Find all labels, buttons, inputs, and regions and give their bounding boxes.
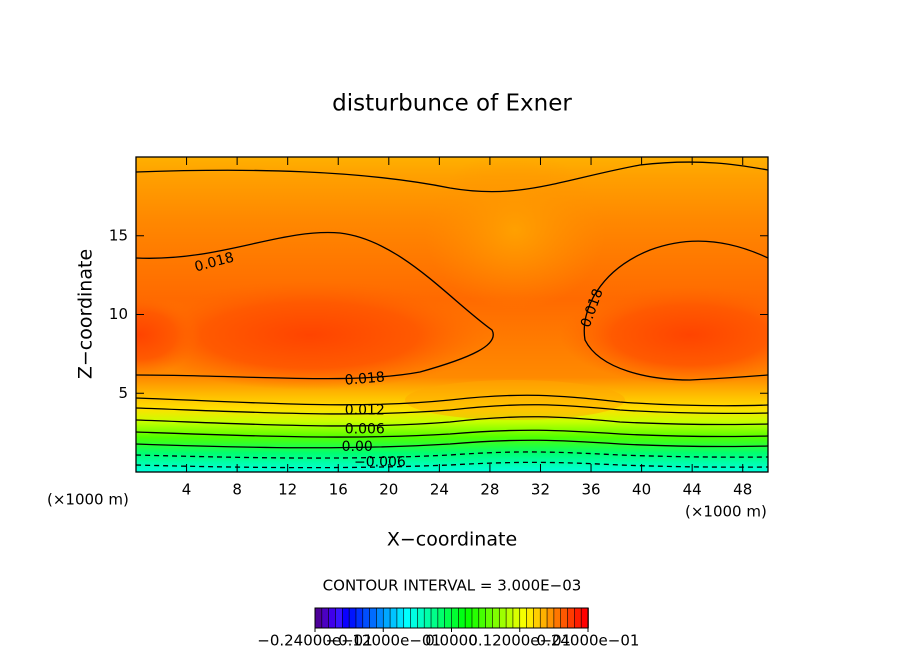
colorbar-cell (485, 607, 494, 629)
colorbar: −0.24000e−01−0.12000e−010.00000.12000e−0… (257, 607, 640, 650)
colorbar-cell (362, 607, 371, 629)
colorbar-cell (492, 607, 501, 629)
colorbar-cell (580, 607, 589, 629)
colorbar-cell (498, 607, 507, 629)
colorbar-cell (369, 607, 378, 629)
x-tick-label: 36 (581, 481, 600, 499)
y-tick-label: 10 (109, 305, 128, 323)
x-tick-label: 32 (531, 481, 550, 499)
colorbar-cell (567, 607, 576, 629)
colorbar-tick-label: −0.12000e−01 (326, 632, 441, 650)
contour-interval: CONTOUR INTERVAL = 3.000E−03 (323, 577, 582, 595)
colorbar-tick-label: −0.24000e−01 (257, 632, 372, 650)
contour-label: 0.006 (345, 421, 385, 437)
x-axis-label: X−coordinate (387, 529, 517, 551)
x-tick-label: 40 (632, 481, 651, 499)
y-tick-label: 15 (109, 226, 128, 244)
colorbar-cell (437, 607, 446, 629)
colorbar-cell (512, 607, 521, 629)
colorbar-cell (328, 607, 337, 629)
y-tick-label: 5 (118, 384, 128, 402)
colorbar-cell (464, 607, 473, 629)
colorbar-cell (478, 607, 487, 629)
x-tick-label: 20 (379, 481, 398, 499)
colorbar-cell (314, 607, 323, 629)
colorbar-cell (430, 607, 439, 629)
x-tick-label: 28 (480, 481, 499, 499)
colorbar-cell (355, 607, 364, 629)
colorbar-cell (546, 607, 555, 629)
x-tick-label: 44 (683, 481, 702, 499)
x-tick-label: 12 (278, 481, 297, 499)
colorbar-cell (341, 607, 350, 629)
colorbar-tick-label: 0.0000 (425, 632, 478, 650)
colorbar-tick-label: 0.24000e−01 (537, 632, 640, 650)
colorbar-cell (403, 607, 412, 629)
colorbar-cell (539, 607, 548, 629)
colorbar-cell (458, 607, 466, 629)
colorbar-cell (444, 607, 453, 629)
colorbar-cell (376, 607, 385, 629)
colorbar-cell (382, 607, 391, 629)
x-tick-label: 8 (232, 481, 242, 499)
colorbar-tick-label: 0.12000e−01 (468, 632, 571, 650)
colorbar-cell (560, 607, 569, 629)
colorbar-cell (396, 607, 405, 629)
x-tick-label: 16 (329, 481, 348, 499)
colorbar-cell (348, 607, 357, 629)
colorbar-cell (533, 607, 542, 629)
x-tick-label: 48 (733, 481, 752, 499)
contour-label: 0.018 (344, 369, 385, 388)
x-unit-label: (×1000 m) (685, 503, 767, 521)
contour-label: −0.006 (354, 455, 406, 471)
y-axis-label: Z−coordinate (75, 249, 97, 379)
colorbar-cell (505, 607, 514, 629)
x-tick-label: 24 (430, 481, 449, 499)
colorbar-cell (335, 607, 344, 629)
colorbar-cell (526, 607, 535, 629)
contour-label: 0.00 (342, 439, 373, 455)
colorbar-cell (519, 607, 528, 629)
colorbar-cell (423, 607, 432, 629)
chart-title: disturbunce of Exner (332, 91, 572, 117)
colorbar-cell (451, 607, 460, 629)
colorbar-cell (389, 607, 398, 629)
colorbar-cell (417, 607, 425, 629)
x-tick-label: 4 (182, 481, 192, 499)
colorbar-cell (410, 607, 419, 629)
x-unit-label: (×1000 m) (47, 491, 129, 509)
colorbar-cell (574, 607, 582, 629)
colorbar-cell (321, 607, 330, 629)
contour-label: 0.012 (345, 403, 385, 419)
colorbar-cell (471, 607, 480, 629)
colorbar-cell (553, 607, 562, 629)
contour-fill (136, 157, 768, 472)
